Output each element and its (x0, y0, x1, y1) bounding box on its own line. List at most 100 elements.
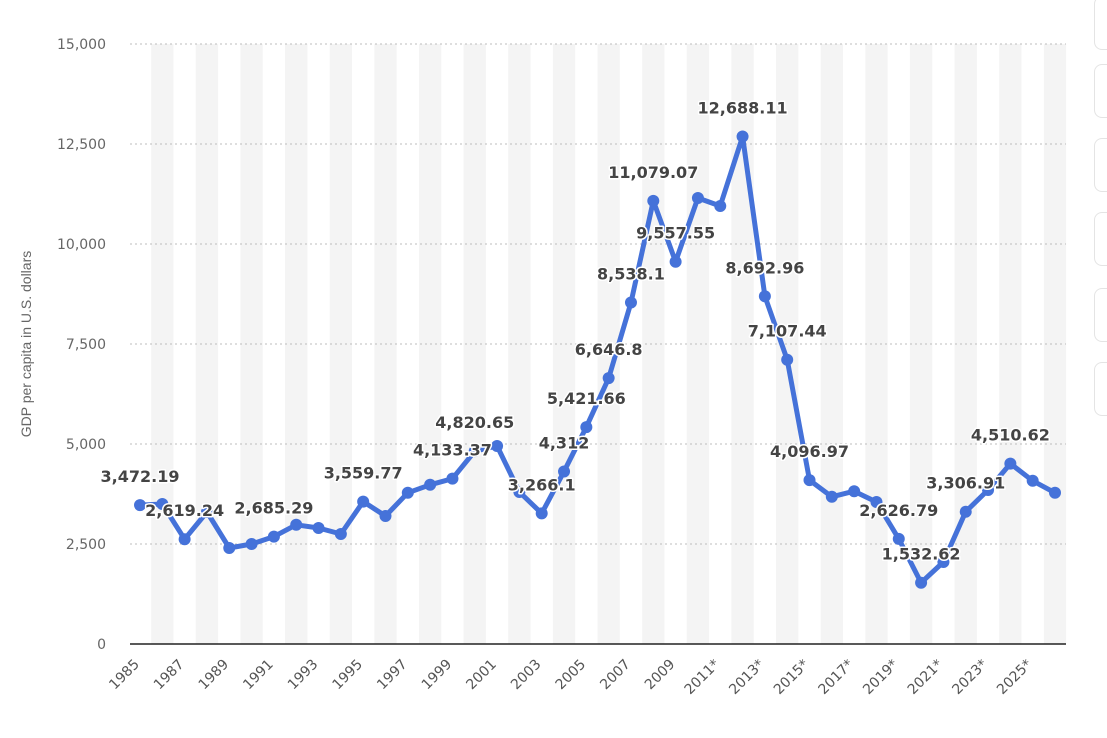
data-point (1049, 486, 1061, 499)
side-toolbar-button-2[interactable] (1094, 64, 1107, 118)
data-label: 7,107.44 (748, 322, 827, 341)
data-point (468, 445, 481, 458)
data-point (200, 506, 213, 518)
year-band (776, 44, 799, 644)
data-point (714, 200, 727, 212)
x-tick-label: 2003 (508, 657, 545, 694)
x-tick-label: 1993 (285, 657, 322, 694)
y-tick-label: 10,000 (57, 237, 106, 253)
side-toolbar-button-3[interactable] (1094, 138, 1107, 192)
x-tick-label: 2019* (860, 657, 901, 698)
data-label: 5,421.66 (547, 389, 626, 408)
data-point (491, 440, 504, 452)
data-label: 4,096.97 (770, 442, 849, 461)
y-tick-label: 0 (97, 637, 106, 653)
data-label: 3,559.77 (324, 464, 403, 483)
x-tick-label: 2007 (597, 657, 634, 694)
y-axis-label: GDP per capita in U.S. dollars (18, 251, 34, 438)
data-label: 8,692.96 (725, 258, 804, 277)
x-tick-label: 2001 (463, 657, 500, 694)
data-label: 11,079.07 (608, 163, 698, 182)
data-point (602, 372, 615, 385)
year-band (686, 44, 710, 644)
data-label: 4,820.65 (435, 413, 514, 432)
data-point (915, 576, 928, 589)
x-tick-label: 2009 (642, 657, 679, 694)
y-tick-label: 2,500 (66, 537, 106, 553)
x-tick-label: 2025* (994, 657, 1035, 698)
data-point (357, 495, 370, 508)
data-point (134, 499, 146, 512)
data-label: 3,306.91 (926, 474, 1005, 493)
x-tick-label: 1985 (106, 657, 143, 694)
data-label: 6,646.8 (575, 340, 643, 359)
x-tick-label: 2017* (816, 657, 857, 698)
x-tick-label: 1991 (240, 657, 277, 694)
side-toolbar-button-1[interactable] (1094, 0, 1107, 50)
x-tick-label: 2013* (726, 657, 767, 698)
data-point (669, 255, 682, 268)
grid-lines (130, 43, 1066, 545)
data-point (959, 505, 972, 518)
data-point (624, 296, 637, 309)
data-points (134, 130, 1061, 589)
data-label: 1,532.62 (882, 545, 961, 564)
y-axis-ticks: 0 2,500 5,000 7,500 10,000 12,500 15,000 (57, 37, 106, 653)
side-toolbar-button-6[interactable] (1094, 362, 1107, 416)
data-label: 12,688.11 (698, 98, 788, 117)
data-point (156, 498, 169, 510)
y-tick-label: 15,000 (57, 37, 106, 53)
data-point (223, 542, 236, 554)
side-toolbar-button-4[interactable] (1094, 212, 1107, 266)
x-tick-label: 2023* (949, 657, 990, 698)
data-labels: 3,472.19 2,619.24 2,685.29 3,559.77 4,133.37… (99, 97, 1051, 565)
data-label: 2,619.24 (145, 501, 224, 520)
x-tick-label: 2011* (682, 657, 723, 698)
data-label: 3,266.1 (508, 475, 576, 494)
data-point (290, 518, 303, 531)
data-label: 8,538.1 (597, 264, 665, 283)
data-label: 4,133.37 (413, 441, 492, 460)
data-point (825, 490, 838, 503)
data-point (803, 474, 816, 487)
data-point (937, 556, 950, 568)
data-point (691, 192, 704, 204)
data-point (982, 484, 995, 496)
year-band (597, 44, 620, 644)
data-point (267, 530, 280, 543)
data-point (892, 532, 905, 545)
data-point (758, 290, 771, 303)
data-point (334, 528, 347, 540)
data-point (446, 472, 459, 485)
data-point (379, 510, 392, 522)
data-point (647, 194, 660, 207)
data-point (870, 496, 883, 508)
x-tick-label: 2015* (771, 657, 812, 698)
data-label: 9,557.55 (636, 224, 715, 243)
year-band (151, 44, 174, 644)
data-point (401, 486, 414, 499)
data-point (580, 421, 593, 434)
year-band (463, 44, 486, 644)
data-point (848, 485, 861, 498)
x-tick-label: 1999 (419, 657, 456, 694)
x-axis-ticks: 1985 1987 1989 1991 1993 1995 1997 1999 2001 2003… (106, 657, 1035, 698)
x-tick-label: 2021* (905, 657, 946, 698)
data-label: 4,510.62 (971, 426, 1050, 445)
side-toolbar-button-5[interactable] (1094, 288, 1107, 342)
y-tick-label: 12,500 (57, 137, 106, 153)
data-label: 4,312 (539, 434, 590, 453)
data-point (245, 538, 258, 550)
data-point (1004, 457, 1017, 470)
data-label: 2,626.79 (859, 501, 938, 520)
data-point (535, 507, 548, 520)
data-point (558, 465, 571, 478)
data-point (513, 486, 526, 498)
x-tick-label: 1997 (374, 657, 411, 694)
data-label: 2,685.29 (234, 499, 313, 518)
data-point (424, 478, 437, 491)
data-label: 3,472.19 (101, 467, 180, 486)
data-point (736, 130, 749, 143)
x-tick-label: 1989 (196, 657, 233, 694)
